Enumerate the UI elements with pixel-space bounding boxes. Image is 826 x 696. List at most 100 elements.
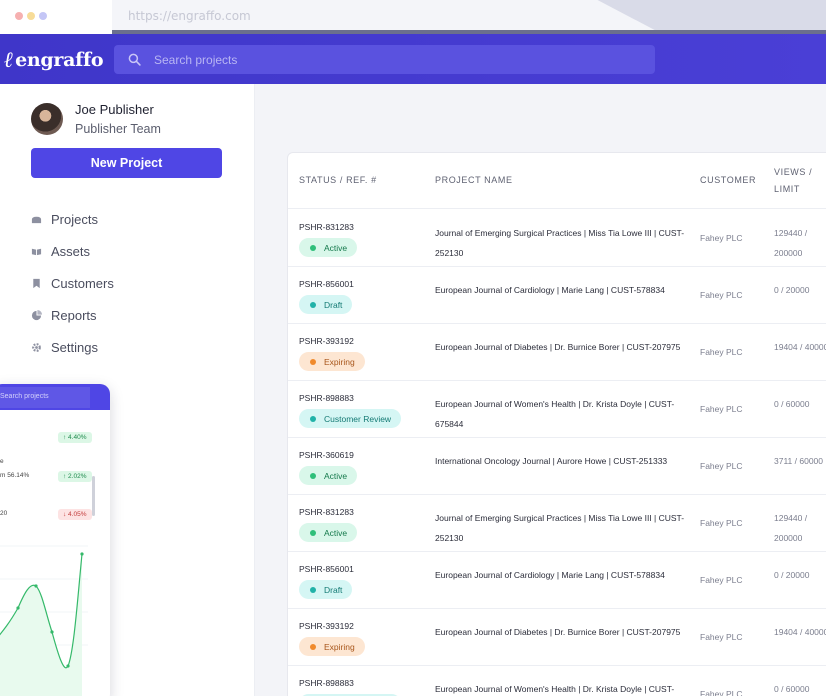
sidebar-item-customers[interactable]: Customers [31, 273, 114, 293]
mockup-search-box: Search projects [0, 387, 90, 408]
project-name[interactable]: European Journal of Diabetes | Dr. Burni… [435, 627, 681, 637]
browser-chrome: https://engraffo.com [0, 0, 826, 34]
mockup-line-chart [0, 545, 88, 696]
reports-icon [31, 309, 42, 320]
column-header-customer[interactable]: CUSTOMER [700, 175, 757, 185]
sidebar-item-reports[interactable]: Reports [31, 305, 97, 325]
minimize-window-dot[interactable] [27, 12, 35, 20]
assets-icon [31, 248, 42, 255]
table-row[interactable]: PSHR-393192 Expiring European Journal of D… [288, 609, 826, 666]
project-name[interactable]: European Journal of Cardiology | Marie L… [435, 570, 665, 580]
views-limit: 0 / 20000 [774, 570, 810, 580]
search-input[interactable]: Search projects [154, 53, 238, 67]
logo[interactable]: ℓ engraffo [4, 47, 104, 73]
mockup-scrollbar [92, 476, 95, 516]
sidebar-item-label: Reports [51, 307, 97, 323]
table-row[interactable]: PSHR-856001 Draft European Journal of Card… [288, 552, 826, 609]
project-name[interactable]: European Journal of Diabetes | Dr. Burni… [435, 342, 681, 352]
sidebar-item-assets[interactable]: Assets [31, 241, 90, 261]
app-header: ℓ engraffo Search projects [0, 34, 826, 84]
mockup-trend-badge: ↓ 4.05% [58, 509, 92, 520]
customer-name: Fahey PLC [700, 575, 743, 585]
column-header-views[interactable]: VIEWS / [774, 167, 813, 177]
status-label: Expiring [324, 641, 355, 652]
status-label: Expiring [324, 356, 355, 367]
reference-number: PSHR-360619 [299, 450, 354, 460]
table-row[interactable]: PSHR-393192 Expiring European Journal of D… [288, 324, 826, 381]
reference-number: PSHR-831283 [299, 507, 354, 517]
mockup-row-text: 20 [0, 510, 8, 517]
status-badge: Customer Review [299, 409, 402, 428]
reference-number: PSHR-898883 [299, 393, 354, 403]
views-limit: 129440 / 200000 [774, 513, 808, 543]
mockup-row-text: m 56.14% [0, 472, 30, 479]
project-name[interactable]: Journal of Emerging Surgical Practices |… [435, 513, 685, 543]
projects-icon [31, 216, 42, 223]
views-limit: 129440 / 200000 [774, 228, 808, 258]
views-limit: 19404 / 40000 [774, 627, 826, 637]
views-limit: 3711 / 60000 [774, 456, 823, 466]
address-url[interactable]: https://engraffo.com [128, 9, 251, 23]
status-label: Draft [324, 584, 343, 595]
project-name[interactable]: European Journal of Cardiology | Marie L… [435, 285, 665, 295]
logo-text: engraffo [15, 49, 104, 71]
browser-tab[interactable] [0, 0, 112, 34]
reference-number: PSHR-393192 [299, 621, 354, 631]
table-row[interactable]: PSHR-831283 Active Journal of Emerging Sur… [288, 210, 826, 267]
views-limit: 0 / 60000 [774, 399, 810, 409]
status-badge: Active [299, 466, 358, 485]
project-name[interactable]: European Journal of Women's Health | Dr.… [435, 399, 675, 429]
user-team: Publisher Team [75, 122, 161, 136]
sidebar-item-projects[interactable]: Projects [31, 209, 98, 229]
project-name[interactable]: European Journal of Women's Health | Dr.… [435, 684, 675, 694]
column-header-limit[interactable]: LIMIT [774, 184, 801, 194]
customer-name: Fahey PLC [700, 347, 743, 357]
customer-name: Fahey PLC [700, 689, 743, 696]
customers-icon [33, 278, 40, 288]
reference-number: PSHR-898883 [299, 678, 354, 688]
column-header-project[interactable]: PROJECT NAME [435, 175, 513, 185]
status-badge: Active [299, 238, 358, 257]
status-badge: Draft [299, 580, 353, 599]
status-label: Active [324, 527, 348, 538]
status-label: Customer Review [324, 413, 392, 424]
close-window-dot[interactable] [15, 12, 23, 20]
status-dot-icon [310, 415, 316, 422]
avatar[interactable] [31, 103, 63, 135]
status-dot-icon [310, 643, 316, 650]
mockup-trend-badge: ↑ 4.40% [58, 432, 92, 443]
maximize-window-dot[interactable] [39, 12, 47, 20]
table-row[interactable]: PSHR-898883 Customer Review European Journ… [288, 666, 826, 696]
status-badge: Customer Review [299, 694, 402, 696]
logo-mark-icon: ℓ [4, 47, 14, 73]
status-badge: Draft [299, 295, 353, 314]
gear-icon [32, 342, 41, 352]
column-header-status[interactable]: STATUS / REF. # [299, 175, 377, 185]
new-project-button[interactable]: New Project [31, 148, 222, 178]
project-name[interactable]: International Oncology Journal | Aurore … [435, 456, 668, 466]
sidebar-item-settings[interactable]: Settings [31, 337, 98, 357]
address-bar[interactable] [112, 0, 655, 30]
reference-number: PSHR-856001 [299, 279, 354, 289]
views-limit: 0 / 20000 [774, 285, 810, 295]
views-limit: 0 / 60000 [774, 684, 810, 694]
status-label: Active [324, 470, 348, 481]
table-header: STATUS / REF. # PROJECT NAME CUSTOMER VI… [288, 153, 826, 209]
customer-name: Fahey PLC [700, 290, 743, 300]
table-row[interactable]: PSHR-856001 Draft European Journal of Card… [288, 267, 826, 324]
table-row[interactable]: PSHR-831283 Active Journal of Emerging Sur… [288, 495, 826, 552]
status-dot-icon [310, 244, 316, 251]
reference-number: PSHR-856001 [299, 564, 354, 574]
table-row[interactable]: PSHR-898883 Customer Review European Journ… [288, 381, 826, 438]
mockup-search-placeholder: Search projects [0, 393, 49, 400]
status-dot-icon [310, 586, 316, 593]
sidebar-item-label: Customers [51, 275, 114, 291]
project-name[interactable]: Journal of Emerging Surgical Practices |… [435, 228, 685, 258]
table-row[interactable]: PSHR-360619 Active International Oncology … [288, 438, 826, 495]
sidebar-item-label: Settings [51, 339, 98, 355]
search-box[interactable]: Search projects [114, 45, 655, 74]
projects-table: STATUS / REF. # PROJECT NAME CUSTOMER VI… [287, 152, 826, 696]
customer-name: Fahey PLC [700, 404, 743, 414]
customer-name: Fahey PLC [700, 632, 743, 642]
sidebar-item-label: Assets [51, 243, 91, 259]
